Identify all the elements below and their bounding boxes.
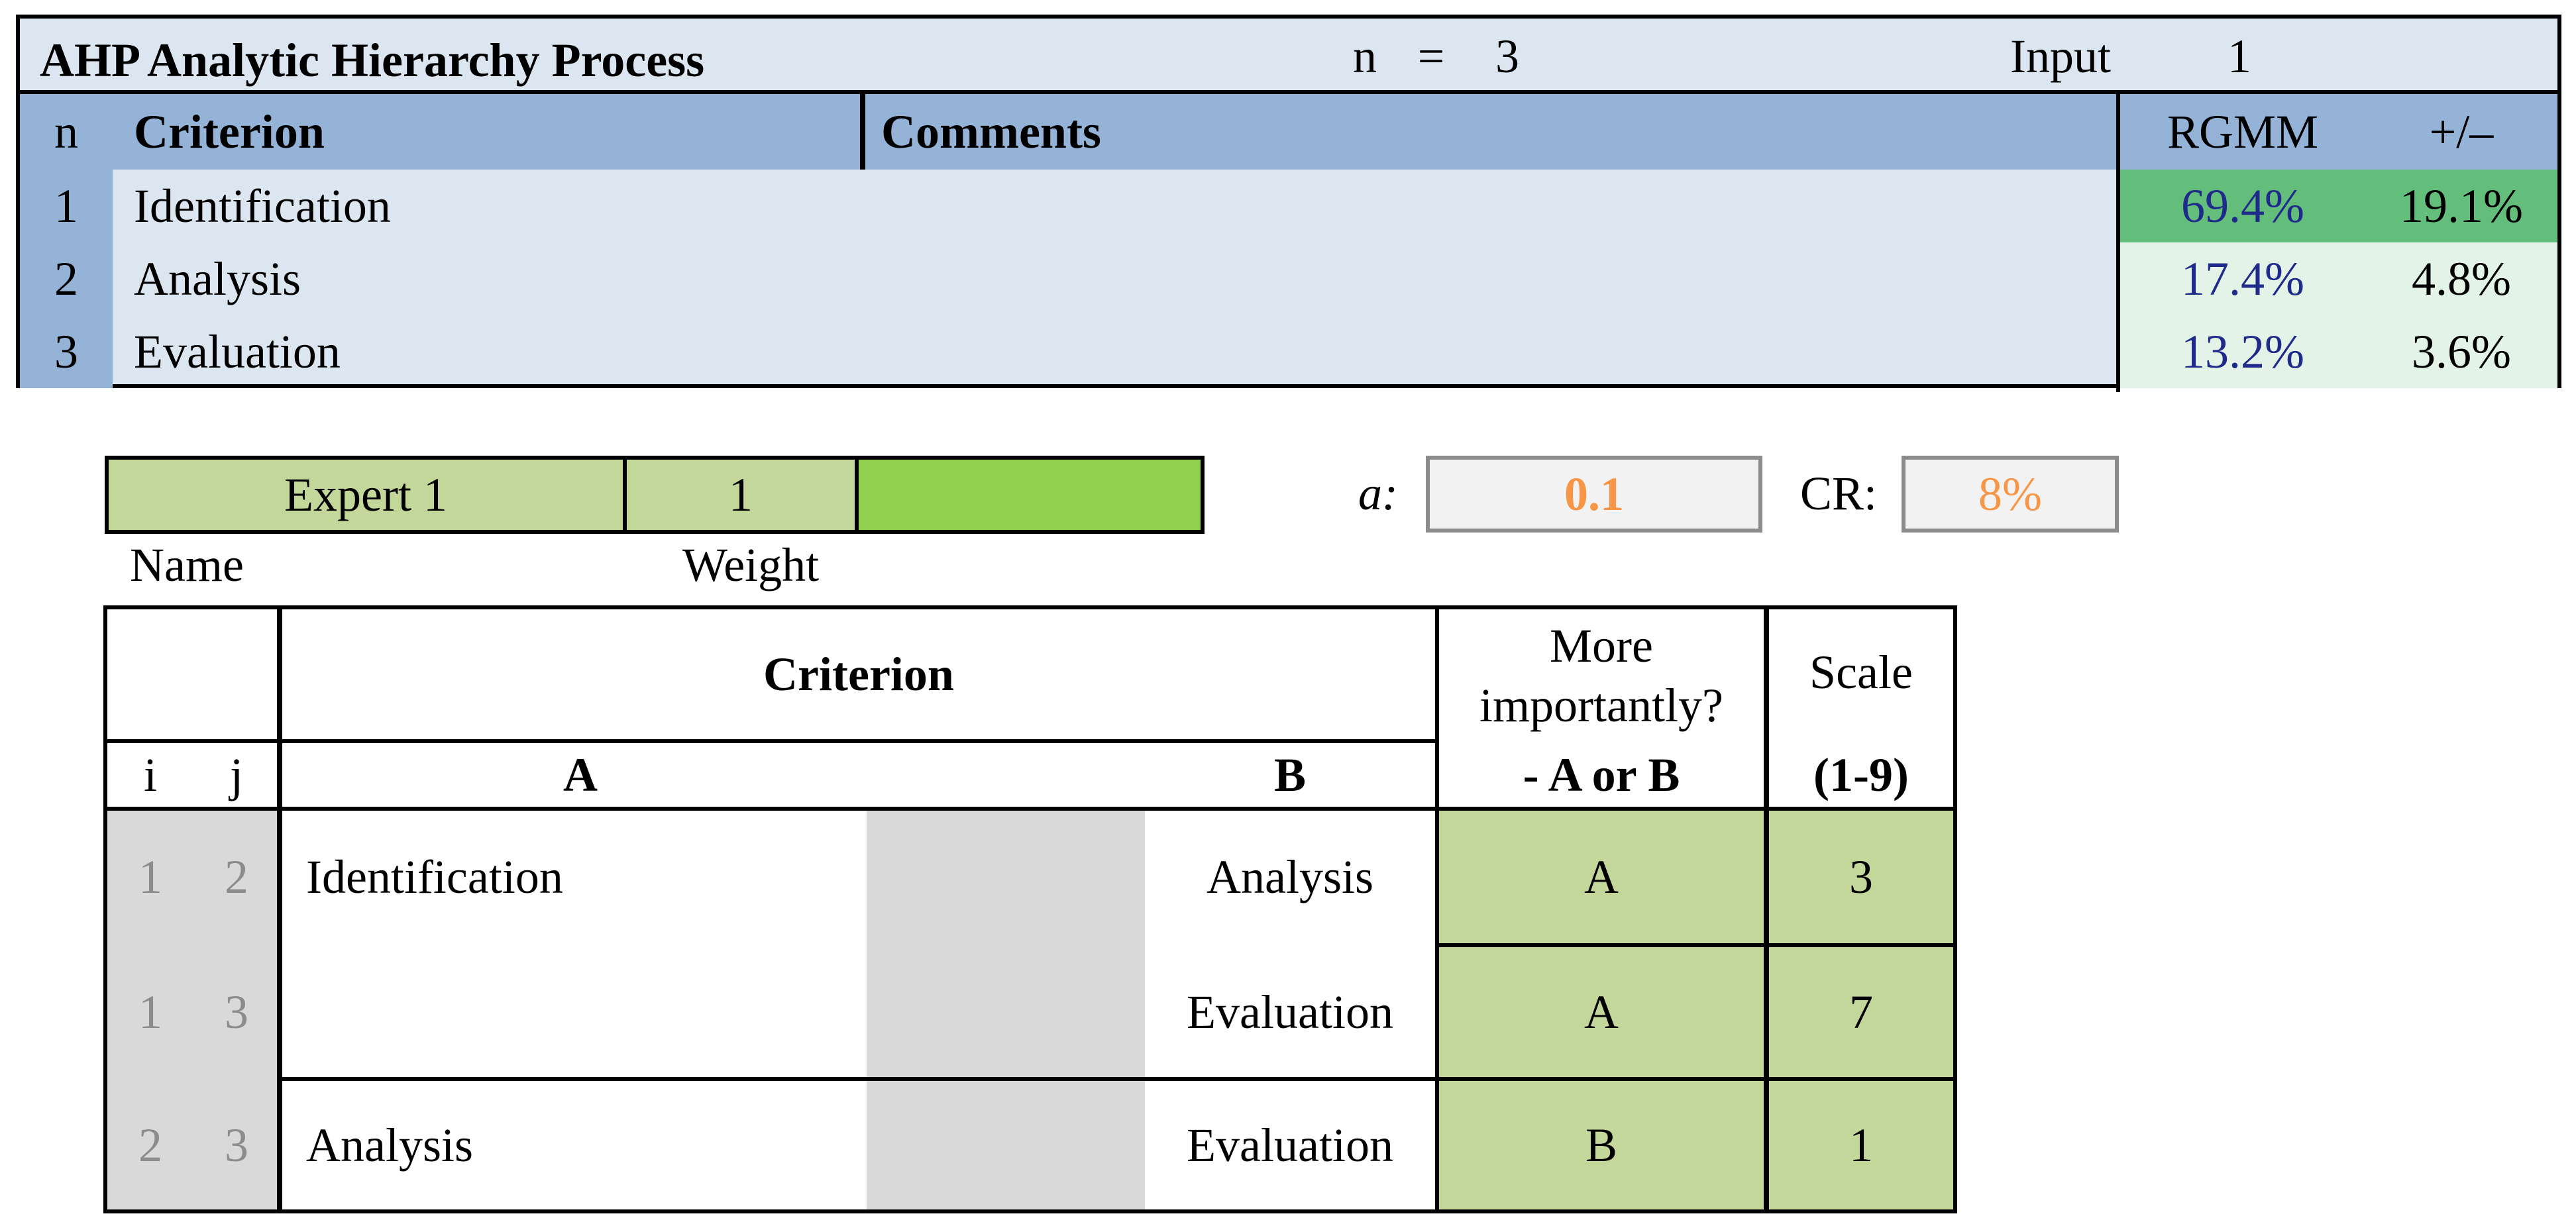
weight-label: Weight xyxy=(682,538,820,591)
summary-row-n: 2 xyxy=(54,252,78,305)
answer-row-line xyxy=(1439,943,1953,947)
row-i: 2 xyxy=(138,1118,162,1172)
summary-row-criterion[interactable]: Analysis xyxy=(134,252,301,305)
rgmm-cell-bg xyxy=(2120,315,2557,388)
alpha-label: a: xyxy=(1358,466,1398,520)
ij-divider xyxy=(277,609,282,1209)
rgmm-value: 13.2% xyxy=(2181,325,2304,378)
input-label: Input xyxy=(2010,29,2111,83)
header-rgmm: RGMM xyxy=(2167,105,2319,158)
scale-divider xyxy=(1764,609,1769,1209)
row-scale-cell[interactable]: 1 xyxy=(1849,1118,1873,1172)
header-comments: Comments xyxy=(881,105,1101,158)
row-criterion-b: Evaluation xyxy=(1187,1118,1393,1172)
middle-column-bg xyxy=(867,811,1145,1209)
summary-header-row xyxy=(20,90,2557,94)
n-equals: = xyxy=(1417,29,1445,83)
header-divider-2 xyxy=(2116,94,2120,392)
rgmm-cell-bg xyxy=(2120,170,2557,242)
comparison-table: Criterion More importantly? - A or B Sca… xyxy=(103,605,1957,1213)
n-value[interactable]: 3 xyxy=(1495,29,1519,83)
header-more-line1: More xyxy=(1550,619,1653,672)
header-mid-line xyxy=(107,739,280,743)
summary-row-n: 3 xyxy=(54,325,78,378)
n-column-bg xyxy=(20,170,113,388)
header-range: (1-9) xyxy=(1813,748,1909,801)
cr-label: CR: xyxy=(1799,466,1878,520)
expert-name-row: Expert 1 1 xyxy=(105,456,1205,534)
row-choice-cell[interactable]: A xyxy=(1584,850,1619,903)
alpha-value-field[interactable]: 0.1 xyxy=(1426,456,1762,533)
row-i: 1 xyxy=(138,850,162,903)
header-plusminus: +/– xyxy=(2429,105,2494,158)
plusminus-value: 3.6% xyxy=(2412,325,2511,378)
row-i: 1 xyxy=(138,985,162,1039)
header-divider-1 xyxy=(860,94,865,170)
summary-row-criterion[interactable]: Identification xyxy=(134,179,391,232)
summary-panel: AHP Analytic Hierarchy Process n = 3 Inp… xyxy=(16,15,2561,392)
expert-name-field[interactable]: Expert 1 xyxy=(109,460,627,530)
group-row-line xyxy=(282,1077,1435,1081)
header-j: j xyxy=(229,748,243,801)
header-aorb: - A or B xyxy=(1523,748,1680,801)
row-scale-cell[interactable]: 7 xyxy=(1849,985,1873,1039)
summary-title: AHP Analytic Hierarchy Process xyxy=(40,33,705,87)
name-label: Name xyxy=(130,538,244,591)
header-more-line2: importantly? xyxy=(1479,678,1723,732)
cr-value-field: 8% xyxy=(1902,456,2119,533)
row-criterion-a: Identification xyxy=(306,850,563,903)
header-criterion: Criterion xyxy=(763,647,954,701)
expert-status-cell xyxy=(859,460,1201,530)
row-criterion-b: Evaluation xyxy=(1187,985,1393,1039)
summary-row-criterion[interactable]: Evaluation xyxy=(134,325,341,378)
header-n: n xyxy=(54,105,78,158)
summary-row-comment[interactable] xyxy=(881,315,2074,388)
row-criterion-a: Analysis xyxy=(306,1118,473,1172)
input-value[interactable]: 1 xyxy=(2227,29,2251,83)
row-choice-cell[interactable]: A xyxy=(1584,985,1619,1039)
summary-row-n: 1 xyxy=(54,179,78,232)
row-j: 2 xyxy=(225,850,248,903)
header-scale: Scale xyxy=(1809,645,1913,699)
scale-column-bg xyxy=(1769,811,1953,1209)
summary-row-comment[interactable] xyxy=(881,170,2074,242)
row-choice-cell[interactable]: B xyxy=(1585,1118,1618,1172)
expert-weight-field[interactable]: 1 xyxy=(627,460,859,530)
plusminus-value: 4.8% xyxy=(2412,252,2511,305)
row-criterion-b: Analysis xyxy=(1207,850,1373,903)
choice-divider xyxy=(1435,609,1439,1209)
rgmm-value: 69.4% xyxy=(2181,179,2304,232)
header-a: A xyxy=(563,748,598,801)
row-j: 3 xyxy=(225,985,248,1039)
choice-column-bg xyxy=(1439,811,1764,1209)
header-bottom-line xyxy=(107,807,1953,811)
summary-header-bg xyxy=(20,94,2557,170)
plusminus-value: 19.1% xyxy=(2400,179,2523,232)
header-b: B xyxy=(1273,748,1307,801)
header-i: i xyxy=(143,748,157,801)
row-criterion-a xyxy=(306,947,863,1077)
rgmm-value: 17.4% xyxy=(2181,252,2304,305)
summary-row-comment[interactable] xyxy=(881,242,2074,315)
row-j: 3 xyxy=(225,1118,248,1172)
rgmm-cell-bg xyxy=(2120,242,2557,315)
row-scale-cell[interactable]: 3 xyxy=(1849,850,1873,903)
answer-row-line xyxy=(1439,1077,1953,1081)
row-seam xyxy=(1145,946,1148,948)
header-criterion: Criterion xyxy=(134,105,325,158)
ij-column-bg xyxy=(107,811,280,1209)
header-mid-line xyxy=(280,739,1438,743)
n-label: n xyxy=(1353,29,1377,83)
